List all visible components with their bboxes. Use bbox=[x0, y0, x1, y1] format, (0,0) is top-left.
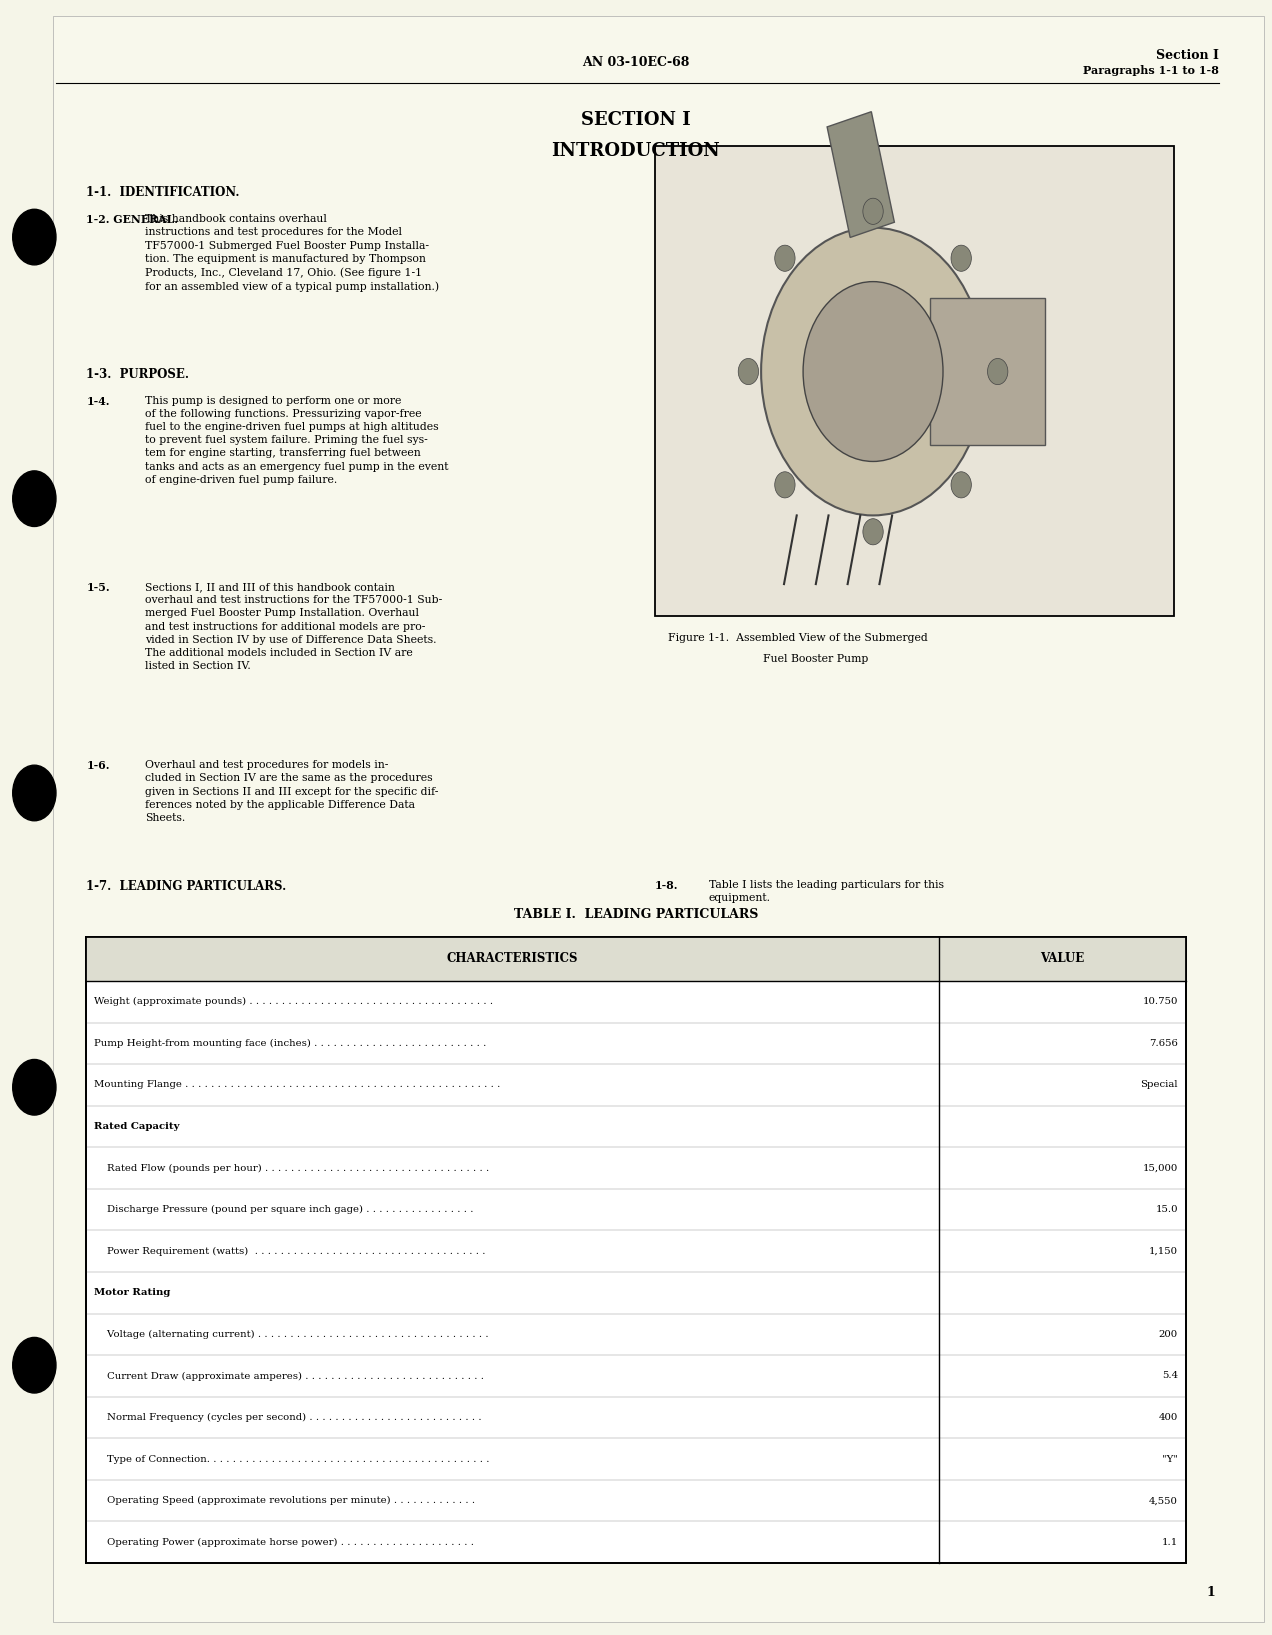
Text: SECTION I: SECTION I bbox=[581, 111, 691, 129]
Text: Operating Power (approximate horse power) . . . . . . . . . . . . . . . . . . . : Operating Power (approximate horse power… bbox=[94, 1537, 474, 1547]
Circle shape bbox=[987, 358, 1007, 384]
Circle shape bbox=[13, 471, 56, 526]
Text: Mounting Flange . . . . . . . . . . . . . . . . . . . . . . . . . . . . . . . . : Mounting Flange . . . . . . . . . . . . … bbox=[94, 1081, 500, 1089]
Text: Paragraphs 1-1 to 1-8: Paragraphs 1-1 to 1-8 bbox=[1082, 65, 1219, 77]
Text: 1-5.: 1-5. bbox=[86, 582, 111, 594]
Text: Sections I, II and III of this handbook contain
overhaul and test instructions f: Sections I, II and III of this handbook … bbox=[145, 582, 443, 672]
Text: Section I: Section I bbox=[1156, 49, 1219, 62]
Circle shape bbox=[775, 245, 795, 271]
Text: 1,150: 1,150 bbox=[1149, 1248, 1178, 1256]
Circle shape bbox=[951, 245, 972, 271]
Text: Rated Flow (pounds per hour) . . . . . . . . . . . . . . . . . . . . . . . . . .: Rated Flow (pounds per hour) . . . . . .… bbox=[94, 1164, 490, 1172]
Text: Voltage (alternating current) . . . . . . . . . . . . . . . . . . . . . . . . . : Voltage (alternating current) . . . . . … bbox=[94, 1329, 488, 1339]
Text: Special: Special bbox=[1141, 1081, 1178, 1089]
Text: Rated Capacity: Rated Capacity bbox=[94, 1122, 179, 1131]
Circle shape bbox=[862, 198, 883, 224]
Text: Motor Rating: Motor Rating bbox=[94, 1288, 170, 1297]
Text: Pump Height-from mounting face (inches) . . . . . . . . . . . . . . . . . . . . : Pump Height-from mounting face (inches) … bbox=[94, 1038, 486, 1048]
Text: This pump is designed to perform one or more
of the following functions. Pressur: This pump is designed to perform one or … bbox=[145, 396, 449, 486]
Text: 1-6.: 1-6. bbox=[86, 760, 109, 772]
Text: 4,550: 4,550 bbox=[1149, 1496, 1178, 1506]
Text: Power Requirement (watts)  . . . . . . . . . . . . . . . . . . . . . . . . . . .: Power Requirement (watts) . . . . . . . … bbox=[94, 1246, 486, 1256]
Text: Table I lists the leading particulars for this
equipment.: Table I lists the leading particulars fo… bbox=[709, 880, 944, 903]
Text: Current Draw (approximate amperes) . . . . . . . . . . . . . . . . . . . . . . .: Current Draw (approximate amperes) . . .… bbox=[94, 1372, 485, 1380]
Text: Weight (approximate pounds) . . . . . . . . . . . . . . . . . . . . . . . . . . : Weight (approximate pounds) . . . . . . … bbox=[94, 997, 494, 1007]
Text: Discharge Pressure (pound per square inch gage) . . . . . . . . . . . . . . . . : Discharge Pressure (pound per square inc… bbox=[94, 1205, 473, 1215]
Circle shape bbox=[738, 358, 758, 384]
Text: 1-4.: 1-4. bbox=[86, 396, 109, 407]
Bar bbox=[86, 937, 1186, 981]
Text: 5.4: 5.4 bbox=[1161, 1372, 1178, 1380]
Text: 1.1: 1.1 bbox=[1161, 1539, 1178, 1547]
Circle shape bbox=[951, 473, 972, 499]
Text: Overhaul and test procedures for models in-
cluded in Section IV are the same as: Overhaul and test procedures for models … bbox=[145, 760, 439, 822]
Text: Fuel Booster Pump: Fuel Booster Pump bbox=[763, 654, 869, 664]
Circle shape bbox=[803, 281, 943, 461]
Text: 1-7.  LEADING PARTICULARS.: 1-7. LEADING PARTICULARS. bbox=[86, 880, 286, 893]
Circle shape bbox=[13, 1337, 56, 1393]
Text: 1-2. GENERAL.: 1-2. GENERAL. bbox=[86, 214, 178, 226]
Text: Type of Connection. . . . . . . . . . . . . . . . . . . . . . . . . . . . . . . : Type of Connection. . . . . . . . . . . … bbox=[94, 1455, 490, 1463]
Text: 7.656: 7.656 bbox=[1149, 1038, 1178, 1048]
Circle shape bbox=[13, 765, 56, 821]
Text: 1-1.  IDENTIFICATION.: 1-1. IDENTIFICATION. bbox=[86, 186, 240, 199]
Text: 1-8.: 1-8. bbox=[655, 880, 678, 891]
Text: CHARACTERISTICS: CHARACTERISTICS bbox=[446, 953, 579, 965]
Text: 1-3.  PURPOSE.: 1-3. PURPOSE. bbox=[86, 368, 190, 381]
Text: Figure 1-1.  Assembled View of the Submerged: Figure 1-1. Assembled View of the Submer… bbox=[668, 633, 927, 643]
Text: 400: 400 bbox=[1159, 1413, 1178, 1422]
Text: 15,000: 15,000 bbox=[1142, 1164, 1178, 1172]
Bar bbox=[827, 111, 894, 237]
Circle shape bbox=[13, 209, 56, 265]
Bar bbox=[930, 298, 1044, 445]
Circle shape bbox=[761, 227, 985, 515]
Text: 200: 200 bbox=[1159, 1329, 1178, 1339]
Text: 1: 1 bbox=[1206, 1586, 1215, 1599]
Circle shape bbox=[862, 518, 883, 544]
Text: Operating Speed (approximate revolutions per minute) . . . . . . . . . . . . .: Operating Speed (approximate revolutions… bbox=[94, 1496, 476, 1506]
Circle shape bbox=[13, 1059, 56, 1115]
Text: "Y": "Y" bbox=[1161, 1455, 1178, 1463]
Bar bbox=[655, 146, 1174, 616]
Text: AN 03-10EC-68: AN 03-10EC-68 bbox=[583, 56, 689, 69]
Text: 15.0: 15.0 bbox=[1155, 1205, 1178, 1215]
Text: INTRODUCTION: INTRODUCTION bbox=[552, 142, 720, 160]
Bar bbox=[86, 937, 1186, 1563]
Circle shape bbox=[775, 473, 795, 499]
Text: 10.750: 10.750 bbox=[1142, 997, 1178, 1006]
Text: VALUE: VALUE bbox=[1040, 953, 1084, 965]
Text: Normal Frequency (cycles per second) . . . . . . . . . . . . . . . . . . . . . .: Normal Frequency (cycles per second) . .… bbox=[94, 1413, 482, 1422]
Text: This handbook contains overhaul
instructions and test procedures for the Model
T: This handbook contains overhaul instruct… bbox=[145, 214, 439, 291]
Text: TABLE I.  LEADING PARTICULARS: TABLE I. LEADING PARTICULARS bbox=[514, 907, 758, 921]
